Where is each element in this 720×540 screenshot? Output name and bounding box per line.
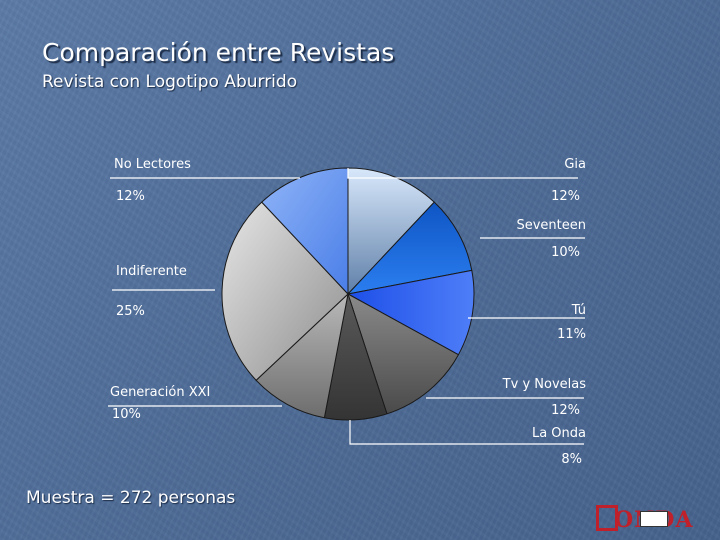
logo-badge [640, 511, 668, 527]
pct-gia: 12% [551, 189, 580, 204]
pie-slice-seventeen [346, 201, 473, 295]
pie-slice-tv-y-novelas [347, 292, 460, 415]
pie-slice-t- [346, 269, 475, 356]
pct-tv-y-novelas: 12% [551, 403, 580, 418]
pct-indiferente: 25% [116, 304, 145, 319]
pct-la-onda: 8% [561, 452, 582, 467]
label-generacion-xxi: Generación XXI [110, 385, 210, 400]
label-tu: Tú [571, 303, 586, 318]
label-gia: Gia [564, 157, 586, 172]
slide-subtitle: Revista con Logotipo Aburrido [42, 72, 298, 92]
pie-slice-gia [347, 167, 435, 296]
pct-seventeen: 10% [551, 245, 580, 260]
pie-slice-no-lectores [261, 167, 349, 296]
pct-generacion-xxi: 10% [112, 407, 141, 422]
label-no-lectores: No Lectores [114, 157, 191, 172]
la-onda-logo: ONDA [594, 503, 716, 537]
label-indiferente: Indiferente [116, 264, 187, 279]
pct-no-lectores: 12% [116, 189, 145, 204]
label-la-onda: La Onda [532, 426, 586, 441]
leader-lines [108, 168, 585, 445]
slide-title: Comparación entre Revistas [42, 38, 395, 67]
pct-tu: 11% [557, 327, 586, 342]
pie-slice-indiferente [221, 201, 349, 381]
label-seventeen: Seventeen [516, 218, 586, 233]
logo-mark [596, 505, 618, 531]
label-tv-y-novelas: Tv y Novelas [502, 377, 587, 392]
sample-size-note: Muestra = 272 personas [26, 488, 236, 508]
pie-slice-generaci-n-xxi [255, 292, 349, 419]
